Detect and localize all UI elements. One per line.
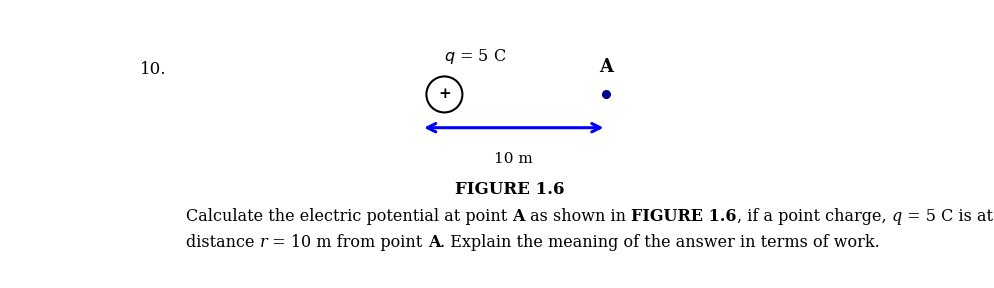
Text: A: A bbox=[598, 58, 612, 75]
Text: = 10 m from point: = 10 m from point bbox=[267, 234, 427, 251]
Text: q: q bbox=[891, 208, 901, 225]
Text: as shown in: as shown in bbox=[525, 208, 630, 225]
Text: FIGURE 1.6: FIGURE 1.6 bbox=[454, 181, 565, 198]
Text: $q$ = 5 C: $q$ = 5 C bbox=[444, 47, 506, 66]
Text: FIGURE 1.6: FIGURE 1.6 bbox=[630, 208, 736, 225]
Text: A: A bbox=[512, 208, 525, 225]
Text: = 5 C is at a: = 5 C is at a bbox=[901, 208, 994, 225]
Text: 10.: 10. bbox=[139, 61, 166, 78]
Text: distance: distance bbox=[186, 234, 259, 251]
Text: Calculate the electric potential at point: Calculate the electric potential at poin… bbox=[186, 208, 512, 225]
Text: , if a point charge,: , if a point charge, bbox=[736, 208, 891, 225]
Text: . Explain the meaning of the answer in terms of work.: . Explain the meaning of the answer in t… bbox=[439, 234, 879, 251]
Text: r: r bbox=[259, 234, 267, 251]
Text: +: + bbox=[437, 88, 450, 101]
Text: A: A bbox=[427, 234, 439, 251]
Text: 10 m: 10 m bbox=[494, 152, 533, 166]
